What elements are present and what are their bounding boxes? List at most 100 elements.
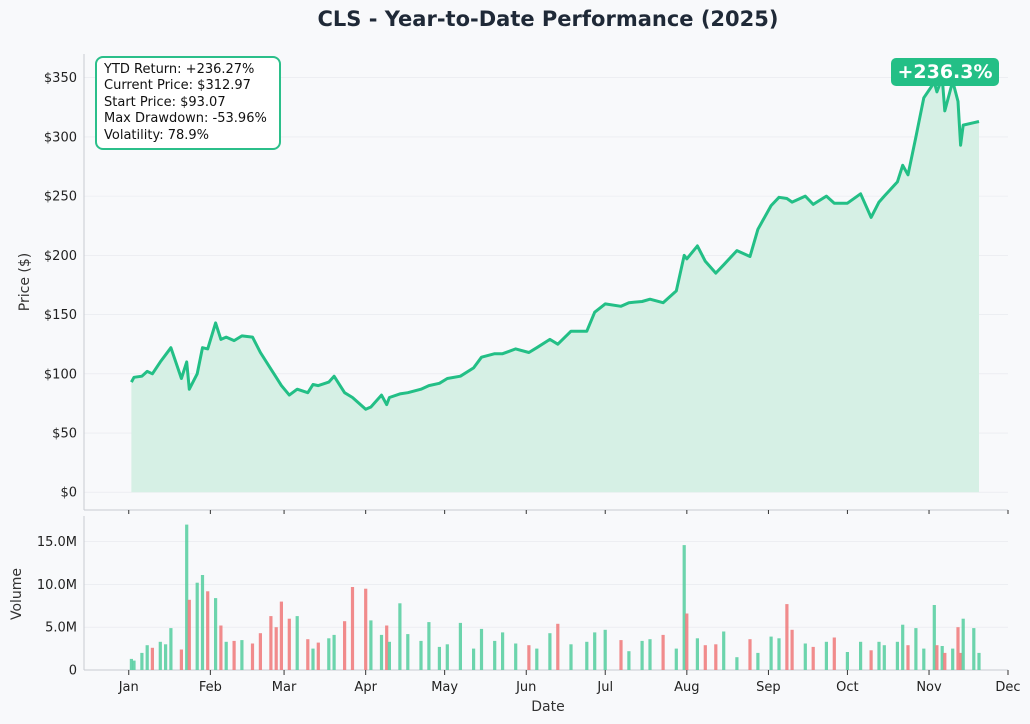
volume-bar	[279, 601, 283, 670]
volume-bar	[406, 634, 410, 670]
volume-bar	[527, 645, 531, 670]
x-tick: Apr	[354, 680, 377, 695]
volume-y-tick: 15.0M	[37, 535, 77, 550]
volume-bar	[869, 650, 873, 670]
volume-bar	[777, 638, 781, 670]
volume-bar	[364, 588, 368, 670]
volume-bar	[959, 652, 963, 670]
price-y-tick: $0	[60, 486, 77, 501]
volume-bar	[619, 640, 623, 670]
volume-bar	[906, 645, 910, 670]
volume-bar	[385, 625, 389, 670]
volume-bar	[195, 582, 199, 670]
volume-bar	[379, 634, 384, 670]
volume-bar	[164, 644, 168, 670]
volume-panel: 0 5.0M 10.0M 15.0M Jan Feb Mar Apr May Jun Jul Aug…	[9, 510, 1021, 715]
x-tick: Jan	[118, 680, 139, 695]
x-tick: Jul	[596, 680, 613, 695]
volume-bar	[603, 629, 607, 670]
x-tick: Aug	[674, 680, 699, 695]
volume-bar	[145, 645, 149, 670]
volume-bar	[427, 622, 431, 670]
volume-bar	[972, 628, 976, 670]
volume-bar	[661, 634, 665, 670]
volume-bar	[790, 629, 794, 670]
volume-bar	[935, 645, 939, 670]
price-y-tick: $300	[44, 130, 77, 145]
x-axis-label: Date	[531, 699, 564, 715]
volume-bar	[316, 642, 320, 670]
volume-bar	[458, 622, 462, 670]
volume-bar	[882, 645, 886, 670]
volume-bar	[703, 645, 707, 670]
volume-bar	[306, 639, 310, 670]
x-tick: Oct	[836, 680, 858, 695]
price-y-tick-labels: $0 $50 $100 $150 $200 $250 $300 $350	[44, 71, 77, 501]
volume-y-axis-label: Volume	[9, 568, 25, 620]
volume-bar	[419, 640, 423, 670]
volume-bar	[269, 616, 273, 670]
volume-bar	[769, 636, 773, 670]
current-price-stat: Current Price: $312.97	[104, 78, 251, 94]
volume-bar	[811, 646, 815, 670]
volume-bar	[640, 640, 644, 670]
volume-bar	[311, 648, 315, 670]
volume-bar	[332, 634, 336, 670]
x-tick: Jun	[515, 680, 536, 695]
volume-bar	[179, 649, 183, 670]
volume-bar	[132, 660, 136, 670]
volume-bar	[219, 625, 223, 670]
volume-bar	[158, 641, 162, 670]
volume-bar	[437, 646, 441, 670]
volume-bar	[295, 616, 299, 670]
volume-bar	[387, 641, 391, 670]
volume-bar	[748, 639, 752, 670]
price-y-tick: $200	[44, 249, 77, 264]
volume-bar	[129, 658, 133, 670]
volume-bar	[785, 604, 789, 670]
volume-y-tick: 10.0M	[37, 578, 77, 593]
volume-bar	[845, 652, 849, 670]
volume-bar	[472, 648, 476, 670]
stats-box: YTD Return: +236.27% Current Price: $312…	[95, 56, 281, 151]
start-price-stat: Start Price: $93.07	[104, 94, 226, 110]
price-area-fill	[131, 77, 979, 493]
volume-bar	[956, 627, 960, 670]
volume-grid	[83, 516, 1008, 671]
volume-bar	[327, 638, 331, 670]
volume-bar	[682, 545, 686, 670]
max-drawdown-stat: Max Drawdown: -53.96%	[104, 111, 267, 127]
ytd-return-badge: +236.3%	[891, 58, 999, 86]
volume-bar	[914, 628, 918, 670]
volume-bar	[735, 657, 739, 670]
volume-bar	[535, 648, 539, 670]
volume-bar	[569, 644, 573, 670]
volume-bar	[961, 618, 965, 670]
volume-bar	[627, 651, 631, 670]
volume-bar	[895, 641, 899, 670]
volume-bar	[977, 652, 981, 670]
volume-bar	[714, 644, 718, 670]
volume-bar	[214, 598, 218, 670]
volume-bar	[756, 652, 760, 670]
price-line-series	[130, 76, 980, 411]
volume-bar	[369, 620, 373, 670]
volume-bar	[224, 641, 228, 670]
x-tick: Feb	[199, 680, 222, 695]
volume-bar	[593, 632, 597, 670]
price-y-tick: $250	[44, 190, 77, 205]
volume-bar	[922, 648, 926, 670]
price-y-tick: $350	[44, 71, 77, 86]
volume-bar	[250, 643, 255, 670]
chart-title: CLS - Year-to-Date Performance (2025)	[318, 7, 779, 31]
x-tick: May	[431, 680, 458, 695]
price-y-tick: $100	[44, 367, 77, 382]
volume-bar	[232, 640, 236, 670]
volume-bar	[493, 640, 497, 670]
volume-bar	[187, 599, 191, 670]
volume-bar	[350, 587, 355, 670]
volume-bar	[943, 652, 947, 670]
volume-y-tick-labels: 0 5.0M 10.0M 15.0M	[37, 535, 77, 678]
volume-bar	[287, 618, 291, 670]
volume-bar	[877, 641, 881, 670]
